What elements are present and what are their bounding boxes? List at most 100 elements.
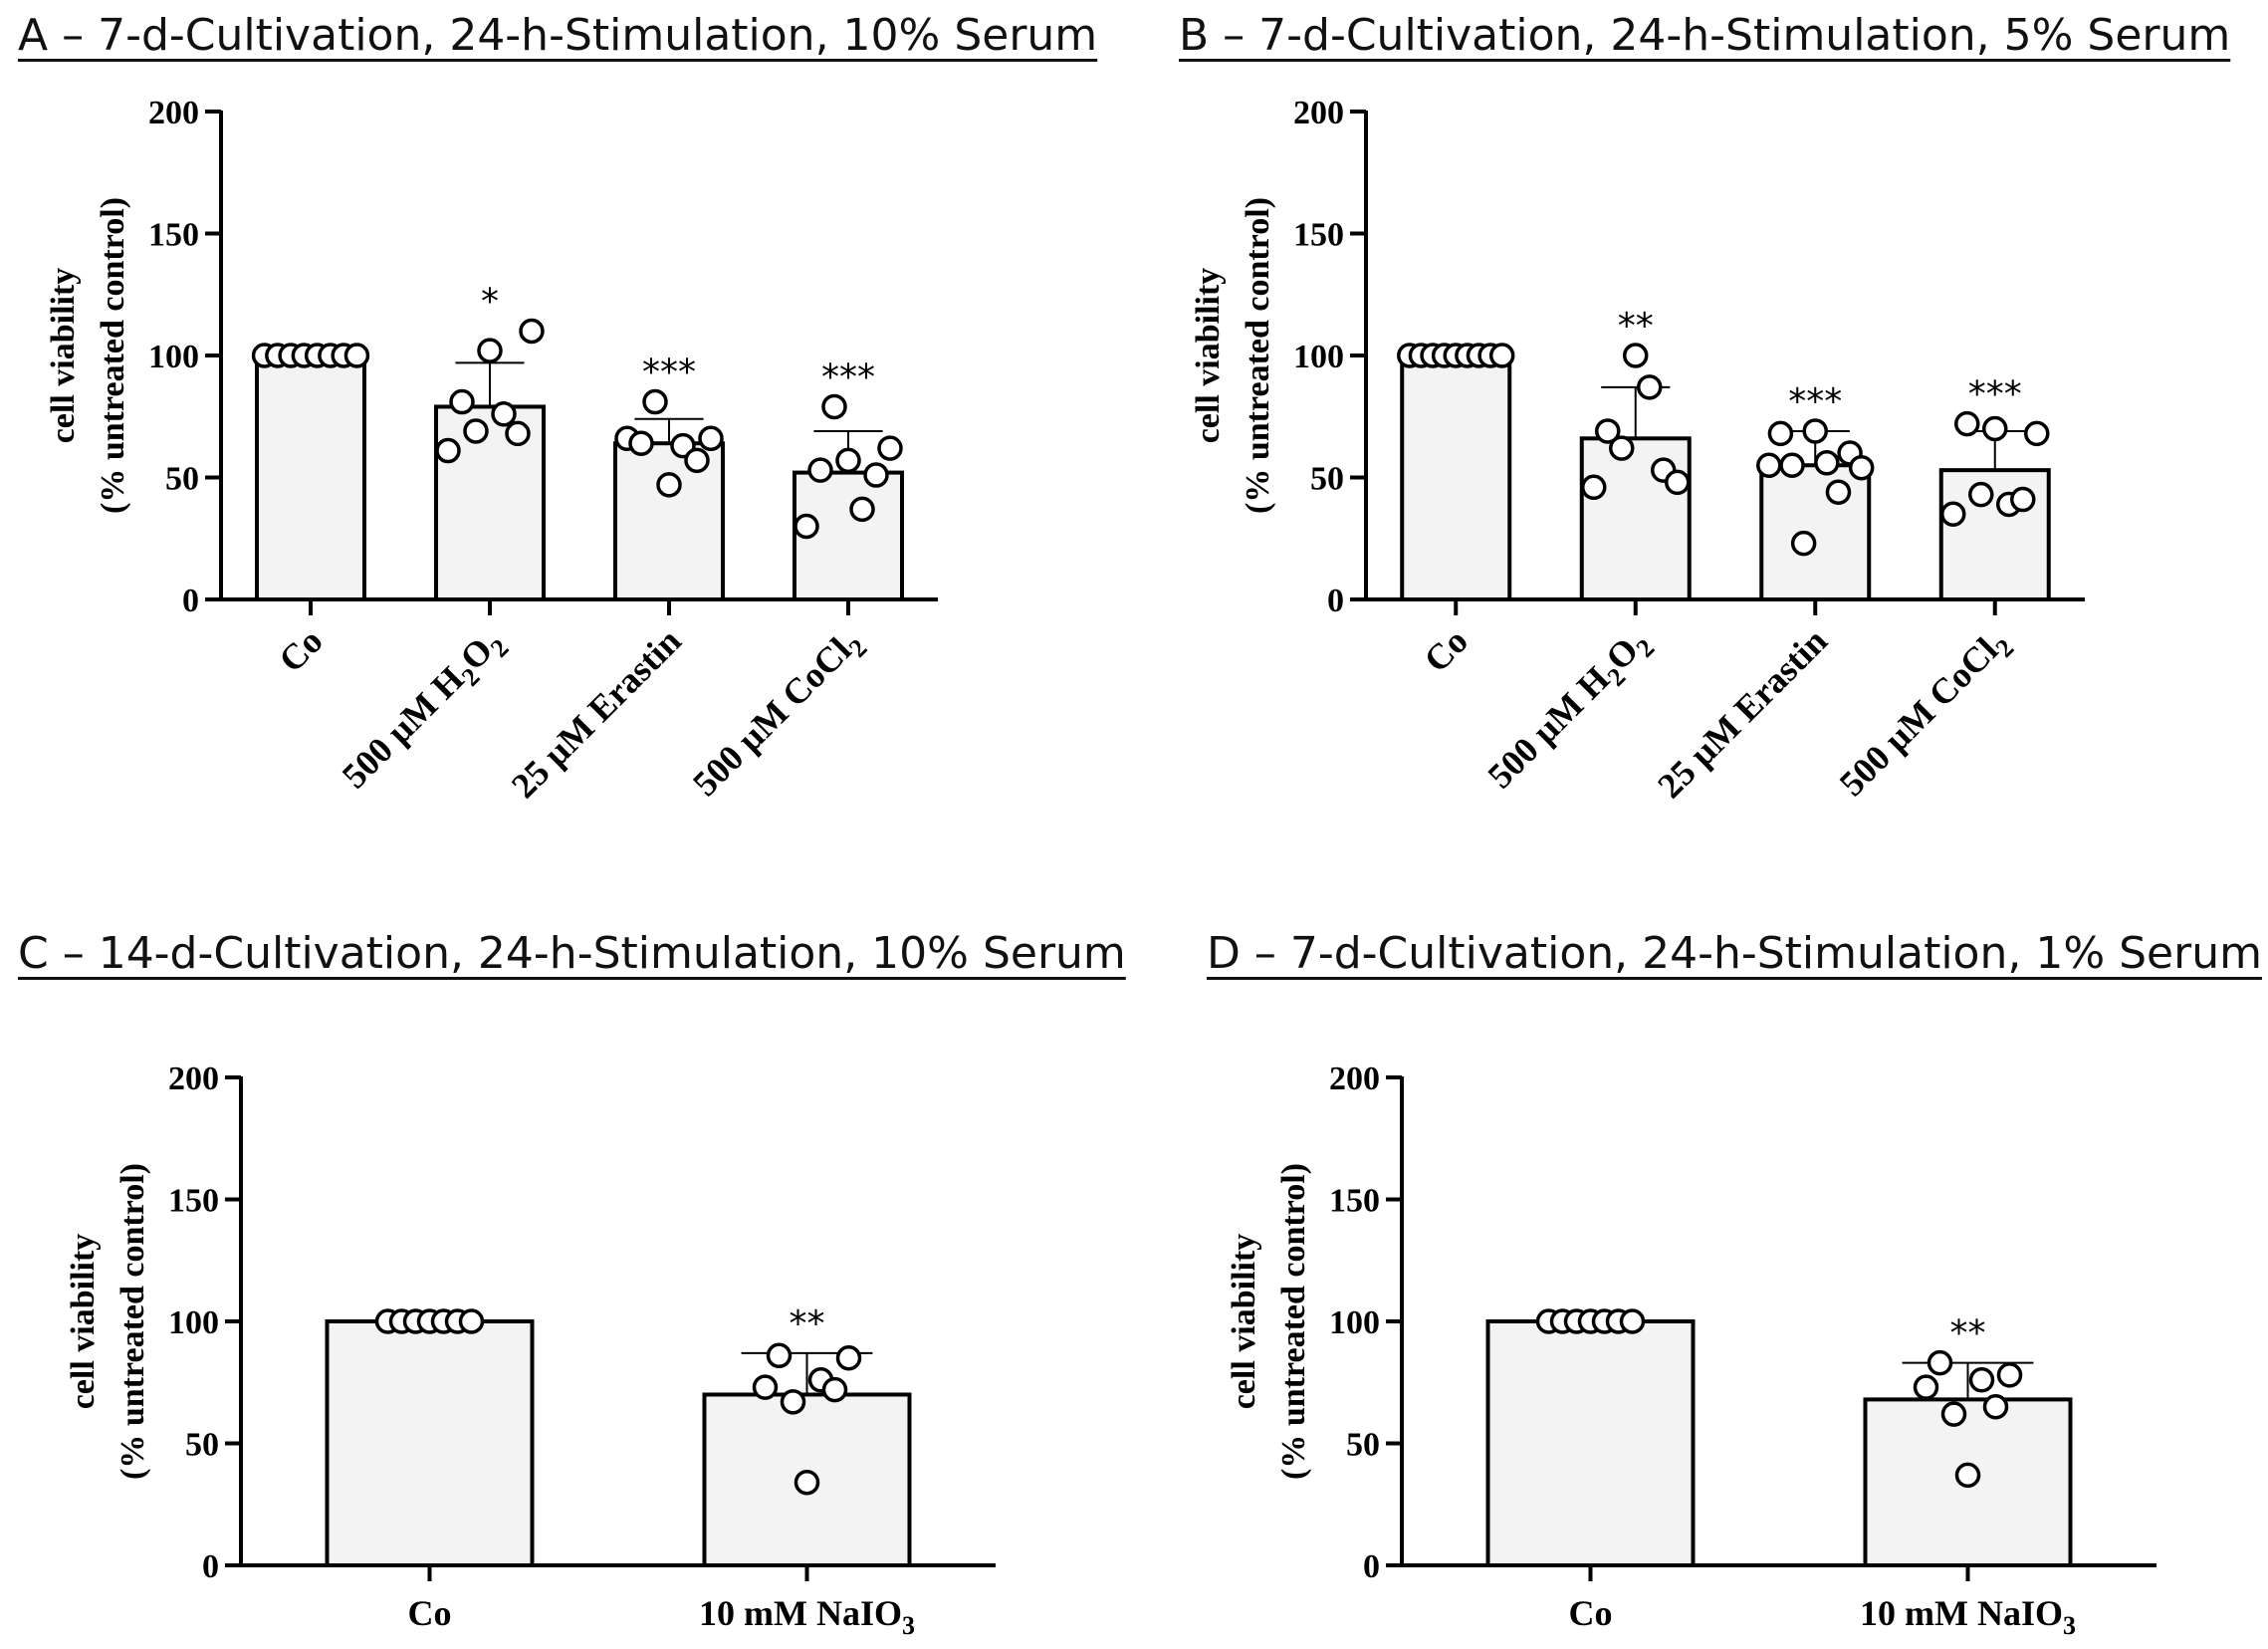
y-axis-title-line2: (% untreated control)	[114, 1163, 151, 1480]
significance-label: **	[1618, 306, 1654, 347]
bar	[1938, 468, 2051, 601]
significance-label: **	[790, 1303, 825, 1344]
x-category-label: 500 µM H2​O2​	[1480, 620, 1661, 801]
data-point	[1802, 418, 1828, 444]
chart-panel-c: C – 14-d-Cultivation, 24-h-Stimulation, …	[0, 918, 1155, 1649]
data-point	[1913, 1374, 1939, 1400]
data-point	[1954, 410, 1980, 437]
bar	[1759, 463, 1872, 601]
data-point	[458, 1308, 485, 1334]
y-tick-label: 200	[1293, 95, 1344, 131]
data-point	[1825, 479, 1852, 505]
data-point	[656, 472, 682, 498]
y-tick-label: 200	[148, 95, 199, 131]
data-point	[1940, 1401, 1967, 1427]
y-axis-title: cell viability (% untreated control)	[45, 197, 131, 514]
data-point	[780, 1389, 806, 1415]
data-point	[1756, 452, 1782, 478]
data-point	[1665, 469, 1691, 496]
data-point	[2010, 486, 2036, 513]
bar	[613, 441, 725, 602]
x-category-label: Co	[1417, 620, 1475, 679]
data-point	[343, 343, 370, 368]
y-axis-title: cell viability (% untreated control)	[1226, 1163, 1312, 1480]
data-point	[435, 437, 461, 464]
data-point	[449, 388, 475, 415]
y-tick-label: 50	[165, 461, 199, 498]
data-point	[1954, 1462, 1981, 1489]
data-point	[1637, 374, 1663, 400]
data-point	[1968, 481, 1994, 508]
data-point	[849, 496, 875, 523]
bar	[255, 353, 366, 601]
x-category-label: 500 µM H2​O2​	[335, 620, 515, 801]
data-point	[1968, 1367, 1995, 1393]
significance-label: ***	[1788, 381, 1842, 422]
chart-title: D – 7-d-Cultivation, 24-h-Stimulation, 1…	[1207, 928, 2262, 979]
y-tick-label: 150	[1293, 217, 1344, 254]
data-point	[1609, 435, 1635, 461]
x-category-label: Co	[271, 620, 330, 679]
bar	[1485, 1319, 1696, 1567]
data-point	[766, 1342, 793, 1369]
chart-panel-a: A – 7-d-Cultivation, 24-h-Stimulation, 1…	[0, 0, 1115, 856]
x-category-label: 10 mM NaIO3​	[1860, 1593, 2076, 1640]
data-point	[1848, 454, 1875, 481]
y-axis-title-line2: (% untreated control)	[1240, 197, 1276, 514]
data-point	[877, 435, 903, 461]
data-point	[477, 338, 503, 363]
y-axis-title: cell viability (% untreated control)	[65, 1163, 151, 1480]
data-point	[1595, 418, 1621, 444]
y-axis-title-line1: cell viability	[1190, 268, 1227, 444]
y-tick-label: 0	[1363, 1548, 1380, 1585]
data-point	[698, 425, 724, 452]
data-point	[821, 1376, 848, 1403]
x-category-label: Co	[408, 1593, 452, 1633]
y-tick-label: 200	[1329, 1060, 1380, 1097]
data-point	[835, 1345, 862, 1371]
bar	[1400, 353, 1512, 601]
chart-svg: 0 50 100 150 200 cell viability (% untreated c…	[1190, 95, 2085, 809]
data-point	[1779, 452, 1805, 478]
y-tick-label: 50	[1310, 461, 1344, 498]
data-point	[1927, 1349, 1953, 1376]
data-point	[642, 388, 668, 415]
data-point	[1814, 450, 1840, 476]
data-point	[794, 513, 819, 540]
x-category-label: Co	[1569, 1593, 1613, 1633]
y-tick-label: 150	[148, 217, 199, 254]
chart-svg: 0 50 100 150 200 cell viability (% untreated c…	[1226, 1060, 2156, 1640]
data-point	[505, 420, 531, 447]
y-tick-label: 100	[1293, 339, 1344, 375]
chart-panel-b: B – 7-d-Cultivation, 24-h-Stimulation, 5…	[1157, 0, 2268, 856]
y-axis-title-line2: (% untreated control)	[1275, 1163, 1312, 1480]
y-axis-title-line2: (% untreated control)	[95, 197, 131, 514]
y-tick-label: 0	[182, 583, 199, 619]
chart-svg: 0 50 100 150 200 cell viability (% untreated c…	[45, 95, 938, 806]
data-point	[519, 318, 545, 345]
data-point	[794, 1469, 820, 1496]
data-point	[1581, 474, 1607, 501]
x-category-label: 25 µM Erastin	[1650, 620, 1835, 806]
y-tick-label: 200	[168, 1060, 219, 1097]
x-category-label: 10 mM NaIO3​	[699, 1593, 915, 1640]
data-point	[807, 457, 833, 483]
bar	[1579, 436, 1692, 601]
y-tick-label: 50	[185, 1427, 219, 1464]
data-point	[1619, 1308, 1646, 1334]
y-axis-title-line1: cell viability	[1226, 1234, 1262, 1410]
y-tick-label: 0	[1327, 583, 1344, 619]
data-point	[628, 430, 654, 456]
y-axis-title: cell viability (% untreated control)	[1190, 197, 1276, 514]
data-point	[863, 462, 889, 488]
data-point	[821, 393, 847, 420]
bar	[325, 1319, 535, 1567]
data-point	[752, 1374, 779, 1400]
y-tick-label: 100	[148, 339, 199, 375]
data-point	[1488, 343, 1515, 368]
y-tick-label: 100	[1329, 1304, 1380, 1341]
x-category-label: 500 µM CoCl2​	[1832, 620, 2020, 809]
y-axis-title-line1: cell viability	[45, 268, 82, 444]
y-tick-label: 0	[202, 1548, 219, 1585]
significance-label: ***	[821, 356, 875, 397]
